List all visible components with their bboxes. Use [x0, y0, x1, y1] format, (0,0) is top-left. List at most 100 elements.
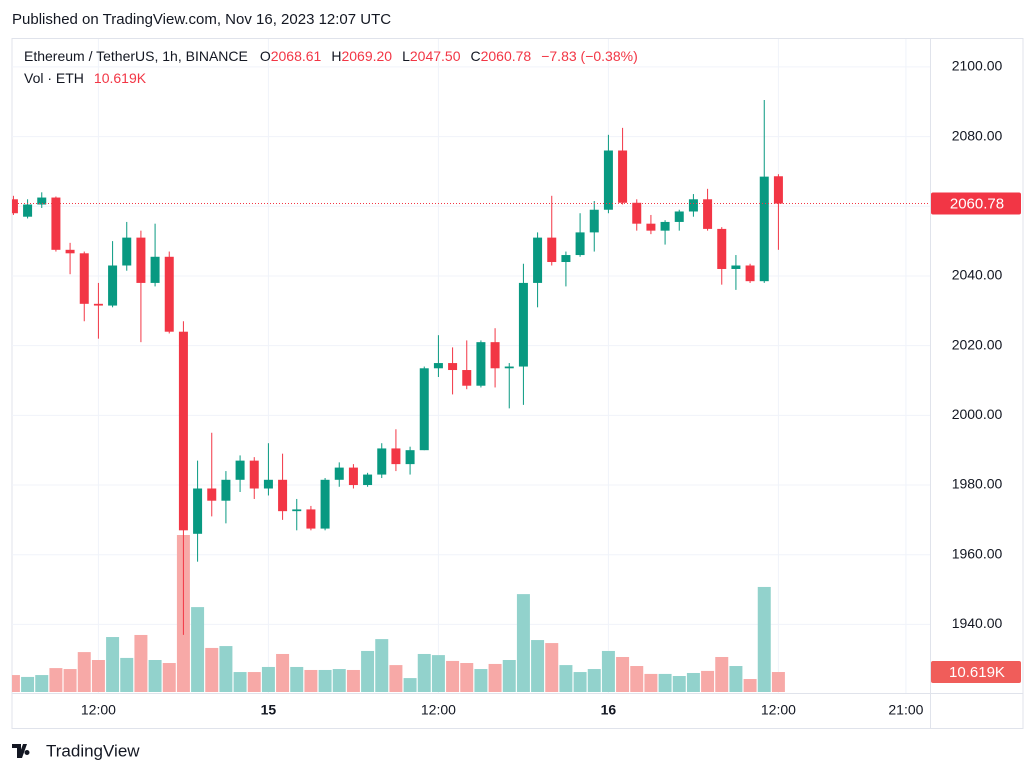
candle-body	[773, 176, 783, 204]
y-tick-label: 1960.00	[952, 545, 1003, 561]
legend-value: 2068.61	[271, 48, 322, 64]
volume-bar	[35, 675, 49, 692]
candle-body	[249, 460, 259, 489]
legend-key: O	[260, 48, 271, 64]
chart-frame	[11, 38, 1024, 729]
candle-body	[618, 150, 628, 203]
legend-value: 2060.78	[481, 48, 532, 64]
candle-body	[717, 228, 727, 269]
volume-bar	[757, 586, 771, 692]
volume-legend: Vol · ETH 10.619K	[24, 70, 147, 86]
volume-bar	[729, 666, 743, 692]
candle-body	[646, 223, 656, 231]
volume-bar	[516, 594, 530, 692]
legend-key: H	[331, 48, 341, 64]
candle-body	[476, 342, 486, 386]
candle-body	[193, 488, 203, 534]
x-tick-label: 12:00	[421, 702, 456, 718]
candle-body	[306, 509, 316, 529]
candle-body	[377, 448, 387, 475]
candle-body	[674, 211, 684, 222]
volume-bar	[63, 669, 77, 692]
published-note: Published on TradingView.com, Nov 16, 20…	[12, 11, 391, 28]
volume-bar	[502, 659, 516, 692]
volume-bar	[162, 663, 176, 692]
candle-body	[51, 197, 61, 250]
candle-body	[759, 176, 769, 282]
volume-bar	[743, 679, 757, 692]
y-tick-label: 2100.00	[952, 58, 1003, 74]
candle-body	[433, 363, 443, 369]
candle-body	[150, 256, 160, 283]
legend-value: 2069.20	[341, 48, 392, 64]
candle-body	[93, 303, 103, 306]
volume-bar	[715, 656, 729, 692]
volume-bar	[531, 640, 545, 692]
volume-bar	[91, 659, 105, 692]
candle-body	[419, 368, 429, 451]
plot-area	[12, 99, 930, 692]
candle-body	[79, 253, 89, 304]
candle-body	[37, 197, 47, 205]
candle-body	[23, 204, 33, 217]
legend-key: C	[470, 48, 480, 64]
legend-value: 2047.50	[410, 48, 461, 64]
volume-bar	[233, 672, 247, 692]
volume-bar	[488, 663, 502, 692]
candle-body	[136, 237, 146, 283]
volume-bar	[332, 669, 346, 692]
candle-body	[263, 479, 273, 489]
volume-bar	[616, 656, 630, 692]
candle-body	[221, 479, 231, 501]
x-tick-label: 12:00	[81, 702, 116, 718]
axes: 1940.00 1960.00 1980.00 2000.00 2020.00 2040.…	[81, 58, 1021, 718]
candle-body	[703, 199, 713, 229]
candle-body	[207, 488, 217, 501]
candle-body	[589, 209, 599, 233]
candle-body	[108, 265, 118, 306]
volume-bar	[77, 652, 91, 692]
candle-body	[334, 467, 344, 480]
legend-change: −7.83 (−0.38%)	[541, 48, 638, 64]
candle-body	[518, 282, 528, 367]
brand-logo	[12, 744, 30, 758]
x-tick-label: 21:00	[888, 702, 923, 718]
last-volume-label: 10.619K	[949, 664, 1005, 681]
volume-bar	[134, 634, 148, 692]
candle-body	[348, 467, 358, 486]
candle-body	[490, 342, 500, 369]
volume-bar	[219, 646, 233, 692]
candle-body	[575, 232, 585, 256]
volume-bar	[290, 666, 304, 692]
candle-body	[745, 265, 755, 282]
last-price-label: 2060.78	[950, 196, 1004, 213]
volume-bar	[417, 653, 431, 692]
candle-body	[278, 479, 288, 512]
volume-bar	[205, 647, 219, 692]
candle-body	[561, 255, 571, 263]
volume-bar	[304, 669, 318, 692]
volume-bar	[630, 666, 644, 692]
y-tick-label: 1980.00	[952, 476, 1003, 492]
volume-bar	[346, 669, 360, 692]
volume-bar	[191, 607, 205, 692]
volume-bar	[771, 672, 785, 692]
grid	[12, 39, 930, 693]
candle-body	[504, 366, 514, 369]
volume-bar	[21, 676, 35, 692]
volume-bar	[701, 670, 715, 692]
candle-body	[688, 199, 698, 212]
candle-body	[448, 363, 458, 371]
candle-body	[405, 450, 415, 465]
volume-bar	[12, 675, 20, 692]
volume-bar	[658, 673, 672, 692]
volume-bar	[389, 665, 403, 692]
last-price-box	[931, 192, 1021, 215]
y-tick-label: 2020.00	[952, 336, 1003, 352]
volume-bar	[403, 678, 417, 692]
candle-body	[292, 509, 302, 512]
volume-bar	[120, 657, 134, 692]
candle-body	[632, 202, 642, 224]
volume-bar	[247, 672, 261, 692]
candle-body	[320, 479, 330, 529]
